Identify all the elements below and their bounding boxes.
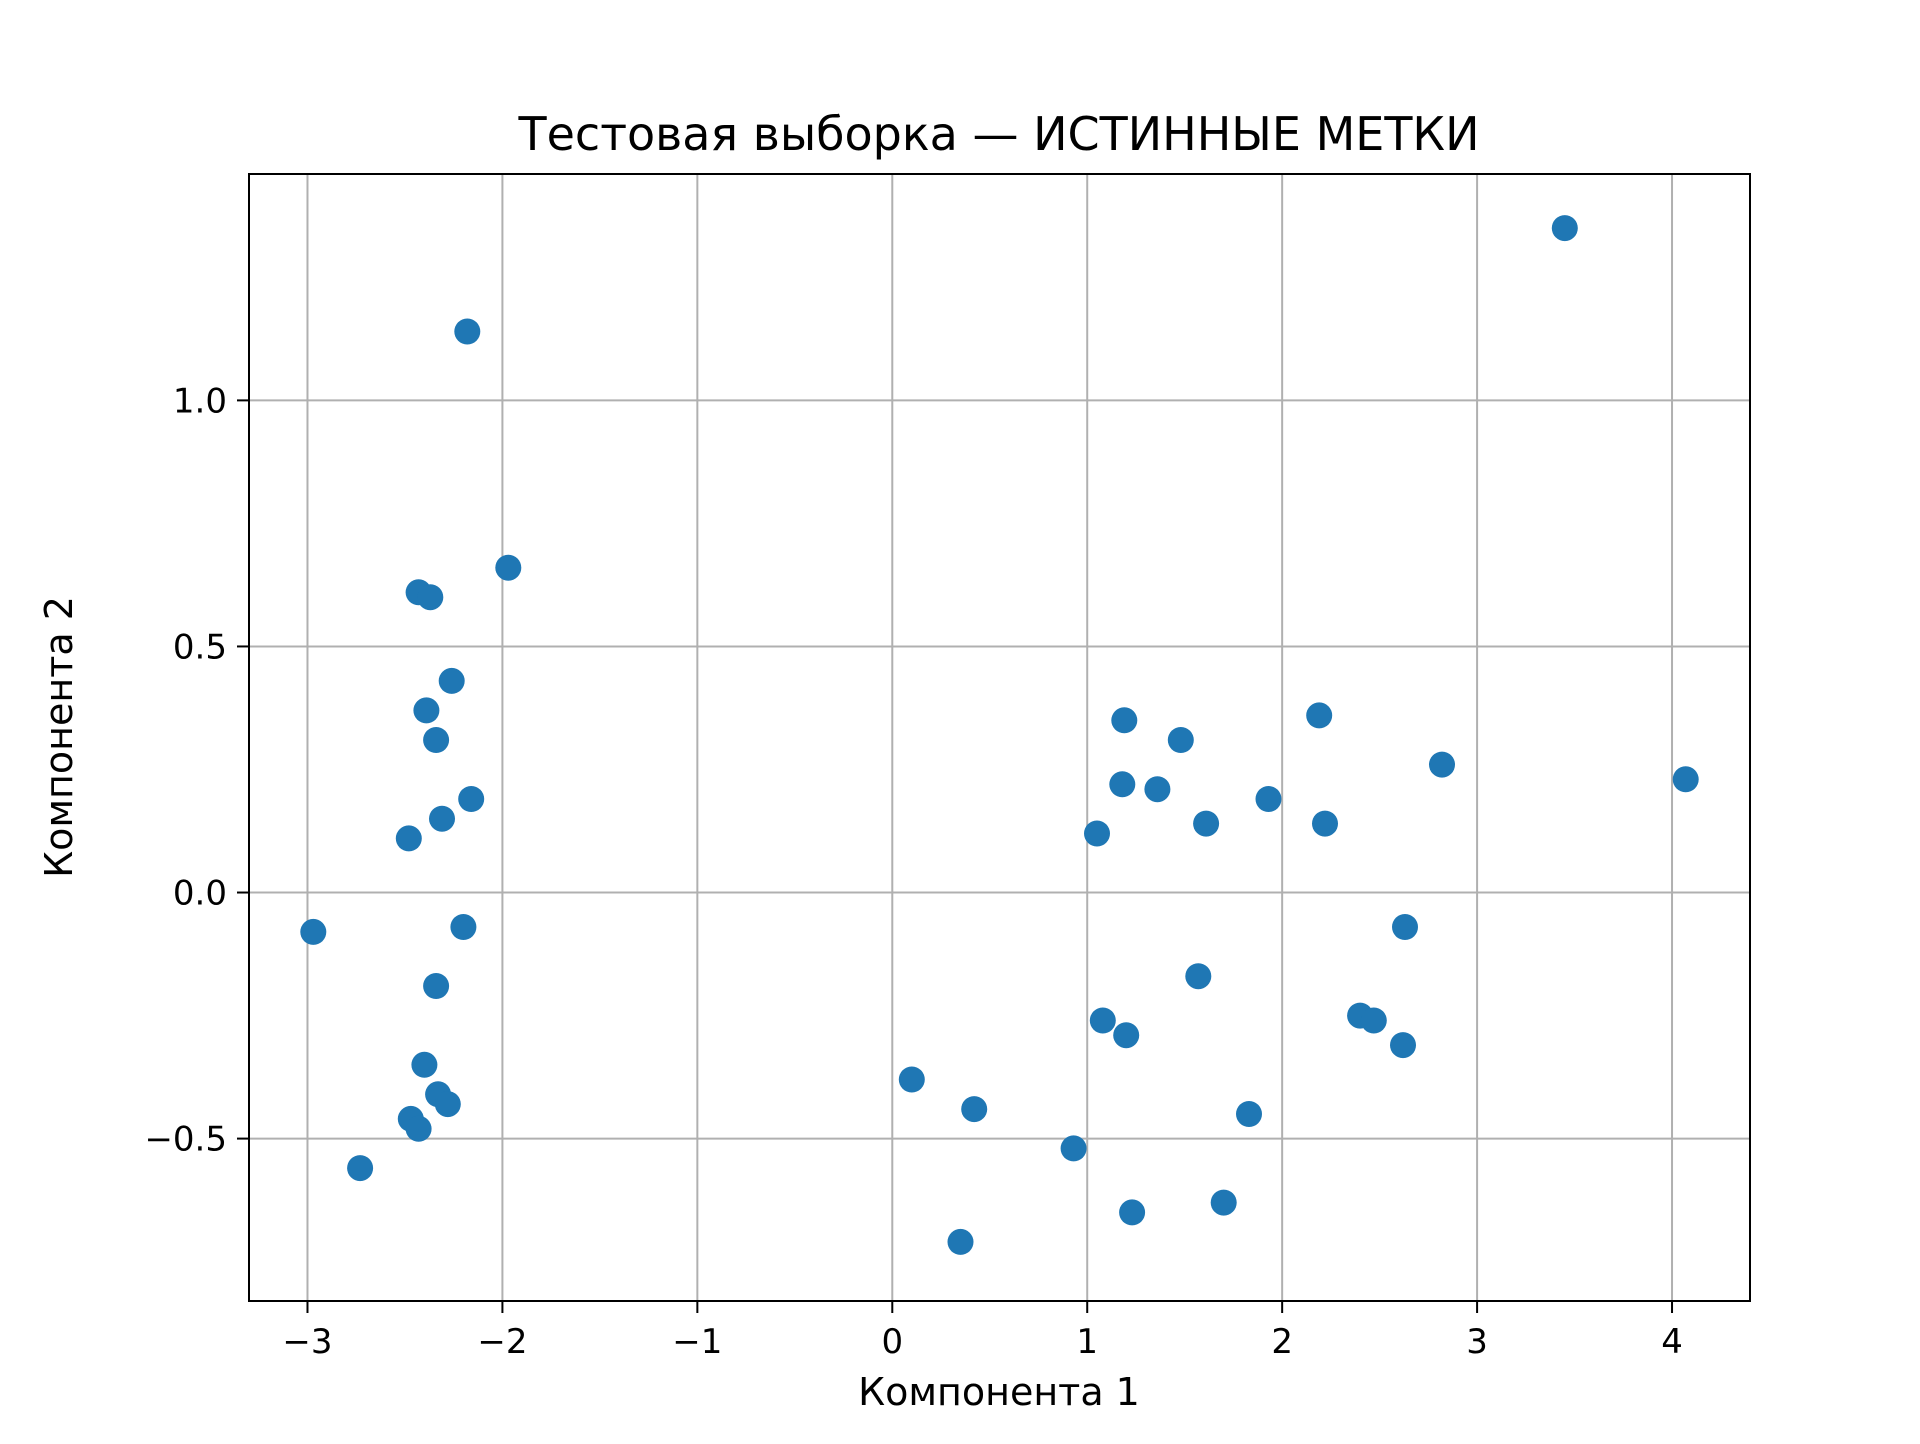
data-point [1109,771,1136,798]
grid-layer [249,174,1750,1301]
data-point [423,727,450,753]
x-axis-label: Компонента 1 [858,1370,1140,1414]
data-point [1144,776,1171,803]
data-point [1429,751,1455,778]
data-point [1084,820,1110,847]
data-point [1390,1032,1416,1059]
y-axis-label: Компонента 2 [37,596,81,878]
data-point [1119,1199,1146,1226]
data-point [411,1051,438,1078]
x-tick-label: 0 [881,1322,903,1362]
x-tick-label: −1 [672,1322,722,1362]
data-point [434,1091,461,1118]
x-tick-label: 2 [1271,1322,1293,1362]
data-point [300,918,327,945]
data-point [1113,1022,1140,1049]
y-tick-label: −0.5 [144,1119,227,1159]
y-tick-label: 0.0 [173,873,227,913]
tick-layer [237,399,1674,1313]
data-point [961,1096,988,1123]
x-tick-label: −2 [477,1322,527,1362]
data-point [413,697,440,724]
point-layer [300,215,1699,1255]
x-tick-label: 1 [1076,1322,1098,1362]
data-point [417,584,444,611]
data-point [947,1228,974,1255]
data-point [423,973,450,999]
data-point [1672,766,1699,793]
x-tick-label: 4 [1661,1322,1683,1362]
data-point [1089,1007,1116,1034]
data-point [1306,702,1333,729]
data-point [495,554,522,581]
data-point [1167,727,1194,753]
x-tick-label: 3 [1466,1322,1488,1362]
data-point [1193,810,1220,837]
data-point [395,825,422,852]
data-point [1236,1101,1262,1127]
data-point [1551,215,1578,242]
y-tick-label: 0.5 [173,627,227,667]
data-point [1111,707,1138,734]
data-point [347,1155,374,1182]
y-tick-label: 1.0 [173,381,227,421]
data-point [429,805,455,832]
data-point [405,1115,432,1142]
data-point [438,667,465,694]
data-point [1060,1135,1087,1162]
data-point [1360,1007,1387,1034]
data-point [1255,786,1282,812]
data-point [454,318,481,345]
data-point [1312,810,1338,837]
plot-border [248,173,1751,1302]
data-point [1210,1189,1237,1216]
data-point [450,914,477,940]
x-tick-label: −3 [282,1322,332,1362]
tick-label-layer: −3 −2 −1 0 1 2 3 4 −0.5 0.0 0.5 1.0 [144,381,1682,1362]
data-point [1185,963,1212,990]
data-point [1392,914,1418,940]
data-point [458,786,485,812]
chart-title: Тестовая выборка — ИСТИННЫЕ МЕТКИ [518,107,1480,161]
data-point [898,1066,925,1093]
